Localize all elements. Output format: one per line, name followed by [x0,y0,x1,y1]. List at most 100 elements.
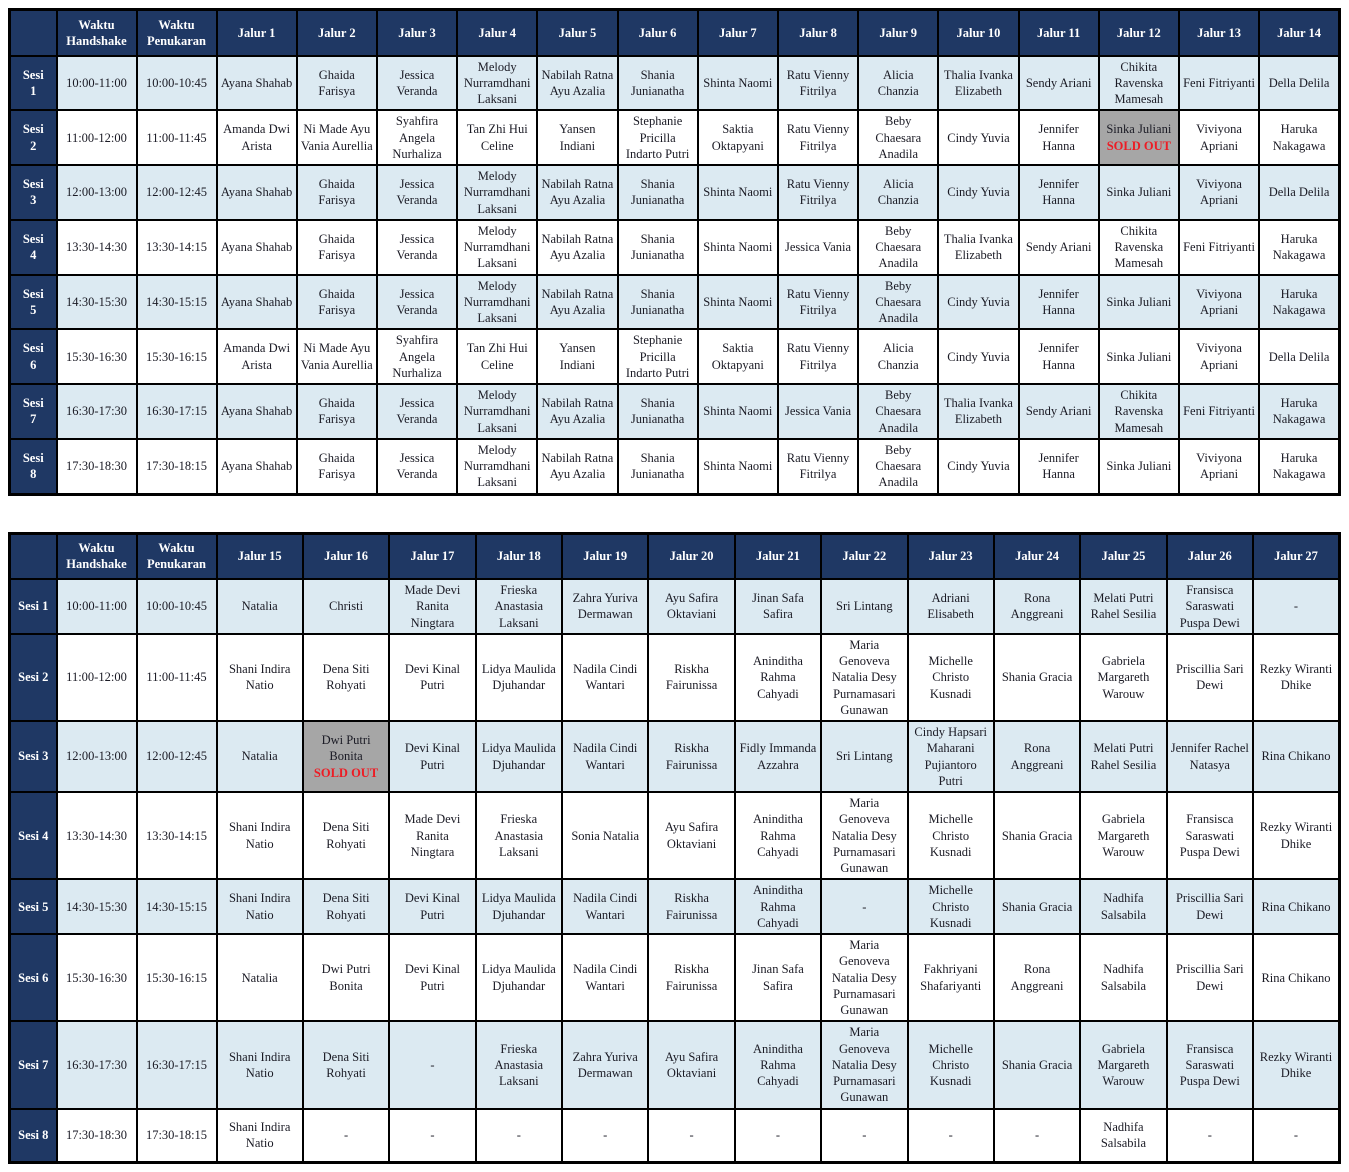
column-header-jalur-19: Jalur 19 [560,532,650,580]
member-cell: Ghaida Farisya [295,164,378,221]
session-row-5: Sesi 5 14:30-15:30 14:30-15:15 Ayana Shahab G… [8,273,1341,331]
member-cell: Nabilah Ratna Ayu Azalia [536,54,619,112]
member-cell: Ayu Safira Oktaviani [647,578,736,635]
column-header-jalur-7: Jalur 7 [696,8,779,57]
member-cell: Viviyona Apriani [1177,273,1261,331]
column-header-jalur-14: Jalur 14 [1258,8,1341,57]
empty-slot-cell: - [301,1107,391,1164]
member-cell: Fakhriyani Shafariyanti [906,932,995,1023]
member-cell: Stephanie Pricilla Indarto Putri [616,109,699,166]
member-cell: Haruka Nakagawa [1258,383,1341,440]
member-cell: Sendy Ariani [1017,383,1100,440]
member-cell: Beby Chaesara Anadila [857,218,940,276]
member-cell: Jessica Veranda [375,383,459,440]
member-cell: Viviyona Apriani [1177,109,1261,166]
member-cell: Sendy Ariani [1017,54,1100,112]
member-cell-sold-out: Sinka Juliani SOLD OUT [1097,109,1180,166]
column-header-jalur-12: Jalur 12 [1097,8,1180,57]
member-cell: Haruka Nakagawa [1258,437,1341,496]
member-cell: Sinka Juliani [1097,328,1180,385]
member-cell: Natalia [215,578,304,635]
column-header-jalur-17: Jalur 17 [388,532,477,580]
session-label: Sesi 5 [8,878,58,935]
session-label: Sesi 4 [8,790,58,881]
corner-cell [8,8,58,57]
member-cell: Frieska Anastasia Laksani [474,790,564,881]
member-cell: Nadhifa Salsabila [1079,1107,1168,1164]
member-cell: Gabriela Margareth Warouw [1079,632,1168,723]
member-cell: Jinan Safa Safira [733,578,823,635]
member-cell: Shani Indira Natio [215,632,304,723]
member-cell: Lidya Maulida Djuhandar [474,878,564,935]
member-cell: Nadhifa Salsabila [1079,932,1168,1023]
member-cell: Shania Junianatha [616,54,699,112]
exchange-time-cell: 11:00-11:45 [135,632,218,723]
member-cell: Chikita Ravenska Mamesah [1097,383,1180,440]
member-cell: Feni Fitriyanti [1177,218,1261,276]
member-cell: Sri Lintang [820,578,909,635]
member-cell: Frieska Anastasia Laksani [474,1020,564,1110]
member-cell: Jessica Veranda [375,54,459,112]
member-cell: Jennifer Hanna [1017,437,1100,496]
member-cell: Melody Nurramdhani Laksani [456,437,539,496]
column-header-waktu-penukaran: Waktu Penukaran [135,532,218,580]
handshake-time-cell: 13:30-14:30 [55,218,138,276]
column-header-jalur-8: Jalur 8 [776,8,860,57]
member-cell: Nabilah Ratna Ayu Azalia [536,218,619,276]
member-cell: Dena Siti Rohyati [301,632,391,723]
member-cell: Priscillia Sari Dewi [1165,878,1255,935]
member-cell: Lidya Maulida Djuhandar [474,720,564,793]
handshake-time-cell: 11:00-12:00 [55,109,138,166]
member-cell: Riskha Fairunissa [647,932,736,1023]
column-header-waktu-penukaran: Waktu Penukaran [135,8,218,57]
column-header-jalur-18: Jalur 18 [474,532,564,580]
handshake-time-cell: 14:30-15:30 [55,878,138,935]
member-cell: Rezky Wiranti Dhike [1252,790,1341,881]
member-cell: Melody Nurramdhani Laksani [456,218,539,276]
member-cell: Ghaida Farisya [295,54,378,112]
member-cell: Melody Nurramdhani Laksani [456,273,539,331]
column-header-jalur-24: Jalur 24 [992,532,1082,580]
member-cell: Made Devi Ranita Ningtara [388,578,477,635]
member-cell: Saktia Oktapyani [696,109,779,166]
member-cell: Rona Anggreani [992,720,1082,793]
member-cell: Haruka Nakagawa [1258,218,1341,276]
member-cell: Maria Genoveva Natalia Desy Purnamasari … [820,1020,909,1110]
handshake-time-cell: 16:30-17:30 [55,1020,138,1110]
exchange-time-cell: 15:30-16:15 [135,328,218,385]
column-header-jalur-22: Jalur 22 [820,532,909,580]
member-cell: Haruka Nakagawa [1258,109,1341,166]
session-row-1: Sesi 1 10:00-11:00 10:00-10:45 Natalia Chris… [8,578,1341,635]
member-cell: Dena Siti Rohyati [301,1020,391,1110]
member-cell: Shani Indira Natio [215,1107,304,1164]
member-cell: Ghaida Farisya [295,437,378,496]
member-cell: Shania Junianatha [616,164,699,221]
column-header-jalur-6: Jalur 6 [616,8,699,57]
column-header-jalur-1: Jalur 1 [215,8,298,57]
member-cell: Melody Nurramdhani Laksani [456,383,539,440]
member-cell: Della Delila [1258,328,1341,385]
exchange-time-cell: 10:00-10:45 [135,54,218,112]
member-cell: Yansen Indiani [536,109,619,166]
session-row-2: Sesi 2 11:00-12:00 11:00-11:45 Shani Indira… [8,632,1341,723]
member-cell: Rina Chikano [1252,720,1341,793]
member-cell: Syahfira Angela Nurhaliza [375,328,459,385]
session-label: Sesi 2 [8,109,58,166]
member-cell-sold-out: Dwi Putri Bonita SOLD OUT [301,720,391,793]
member-cell: Rezky Wiranti Dhike [1252,632,1341,723]
exchange-time-cell: 12:00-12:45 [135,720,218,793]
column-header-jalur-10: Jalur 10 [937,8,1020,57]
member-cell: Fransisca Saraswati Puspa Dewi [1165,1020,1255,1110]
schedule-table-jalur-1-14: Waktu Handshake Waktu Penukaran Jalur 1 Jal… [8,8,1341,496]
session-label: Sesi 3 [8,720,58,793]
column-header-jalur-5: Jalur 5 [536,8,619,57]
member-cell: Jessica Veranda [375,164,459,221]
member-cell: Rona Anggreani [992,578,1082,635]
member-cell: Aninditha Rahma Cahyadi [733,1020,823,1110]
member-cell: Lidya Maulida Djuhandar [474,932,564,1023]
member-cell: Sendy Ariani [1017,218,1100,276]
member-cell: Dena Siti Rohyati [301,790,391,881]
member-cell: Ni Made Ayu Vania Aurellia [295,109,378,166]
sold-out-badge: SOLD OUT [313,765,379,780]
member-cell: Shani Indira Natio [215,790,304,881]
